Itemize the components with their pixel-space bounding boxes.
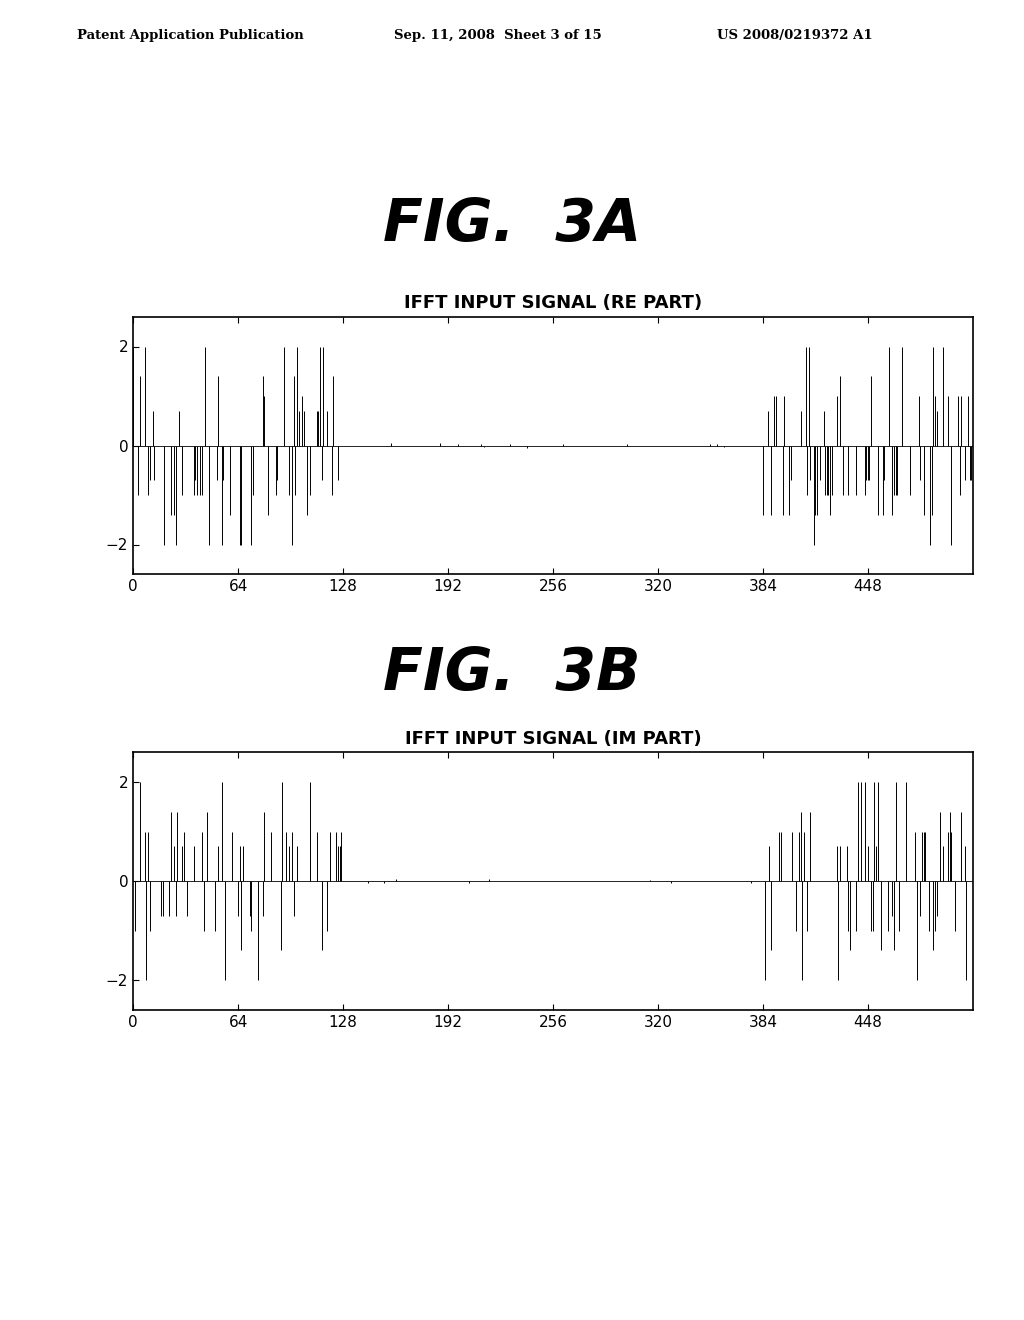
Text: Patent Application Publication: Patent Application Publication	[77, 29, 303, 42]
Title: IFFT INPUT SIGNAL (IM PART): IFFT INPUT SIGNAL (IM PART)	[404, 730, 701, 748]
Text: FIG.  3B: FIG. 3B	[383, 644, 641, 702]
Text: US 2008/0219372 A1: US 2008/0219372 A1	[717, 29, 872, 42]
Title: IFFT INPUT SIGNAL (RE PART): IFFT INPUT SIGNAL (RE PART)	[403, 294, 702, 313]
Text: Sep. 11, 2008  Sheet 3 of 15: Sep. 11, 2008 Sheet 3 of 15	[394, 29, 602, 42]
Text: FIG.  3A: FIG. 3A	[383, 195, 641, 253]
